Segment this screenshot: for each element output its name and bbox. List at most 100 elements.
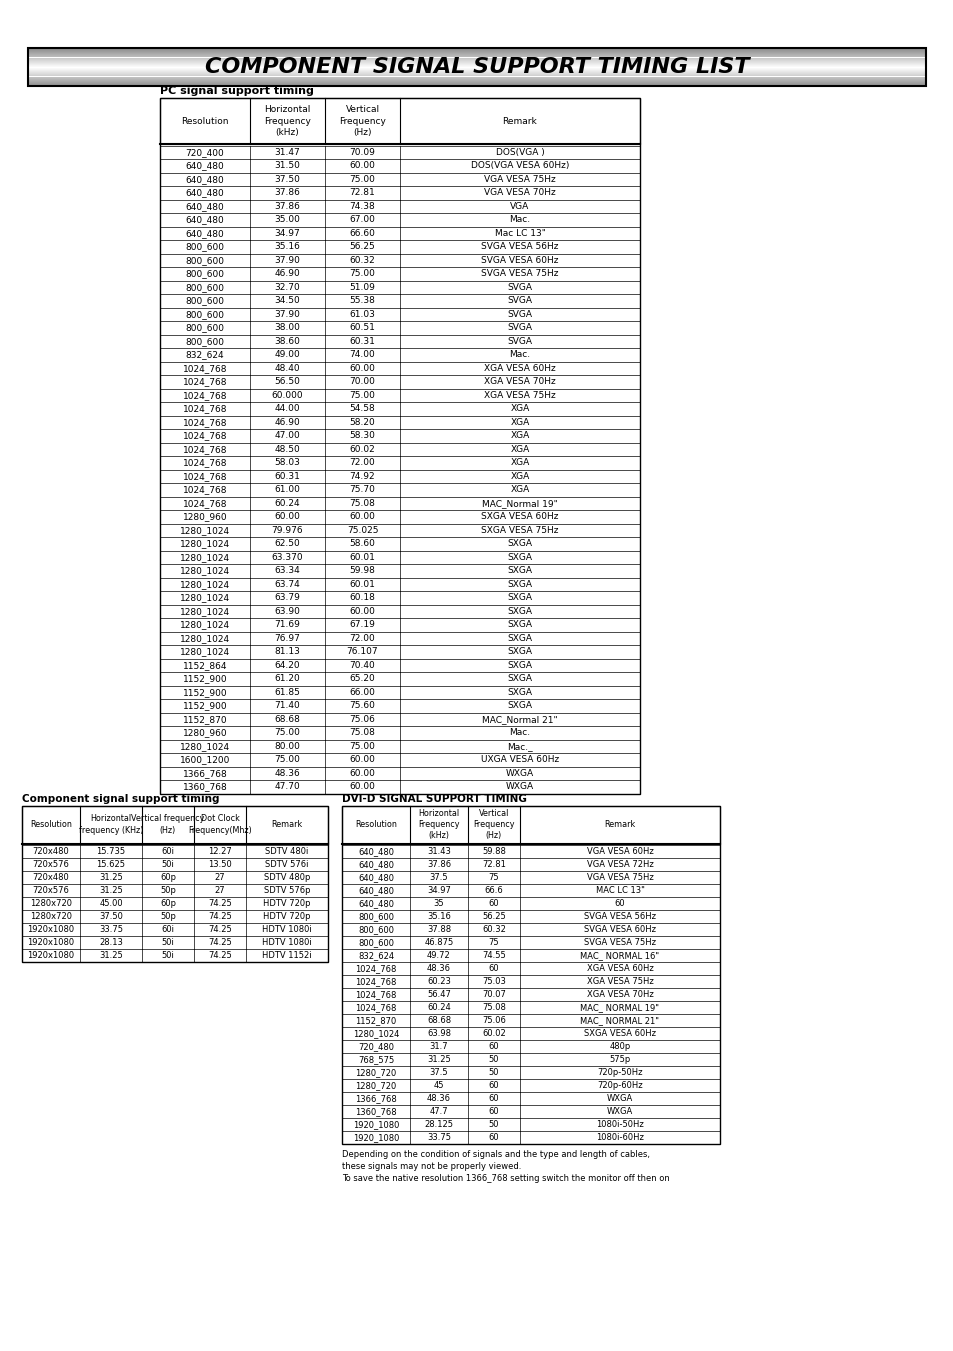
Text: SXGA: SXGA bbox=[507, 580, 532, 589]
Text: 59.88: 59.88 bbox=[481, 847, 505, 857]
Text: 1280_1024: 1280_1024 bbox=[180, 566, 230, 576]
Text: HDTV 720p: HDTV 720p bbox=[263, 898, 311, 908]
Text: 37.88: 37.88 bbox=[427, 925, 451, 934]
Text: 1280_1024: 1280_1024 bbox=[180, 580, 230, 589]
Text: SDTV 576p: SDTV 576p bbox=[263, 886, 310, 894]
Text: 800_600: 800_600 bbox=[185, 323, 224, 332]
Text: 31.25: 31.25 bbox=[99, 951, 123, 961]
Text: 75.00: 75.00 bbox=[274, 728, 300, 738]
Text: 75.08: 75.08 bbox=[481, 1002, 505, 1012]
Text: 31.50: 31.50 bbox=[274, 161, 300, 170]
Text: 800_600: 800_600 bbox=[185, 296, 224, 305]
Text: 37.5: 37.5 bbox=[429, 1069, 448, 1077]
Text: 38.60: 38.60 bbox=[274, 336, 300, 346]
Text: MAC_ NORMAL 19": MAC_ NORMAL 19" bbox=[579, 1002, 659, 1012]
Text: 76.97: 76.97 bbox=[274, 634, 300, 643]
Text: 1152_900: 1152_900 bbox=[182, 701, 227, 711]
Text: 45.00: 45.00 bbox=[99, 898, 123, 908]
Text: VGA: VGA bbox=[510, 201, 529, 211]
Text: SVGA: SVGA bbox=[507, 309, 532, 319]
Text: 640_480: 640_480 bbox=[186, 215, 224, 224]
Text: 1280_1024: 1280_1024 bbox=[180, 526, 230, 535]
Text: 75: 75 bbox=[488, 873, 498, 882]
Text: Mac.: Mac. bbox=[509, 728, 530, 738]
Text: 60i: 60i bbox=[161, 847, 174, 857]
Text: 75.06: 75.06 bbox=[349, 715, 375, 724]
Text: 1280_720: 1280_720 bbox=[355, 1081, 396, 1090]
Text: 70.09: 70.09 bbox=[349, 147, 375, 157]
Text: SXGA VESA 75Hz: SXGA VESA 75Hz bbox=[480, 526, 558, 535]
Text: 60.000: 60.000 bbox=[272, 390, 303, 400]
Text: SVGA VESA 60Hz: SVGA VESA 60Hz bbox=[480, 255, 558, 265]
Text: 1920_1080: 1920_1080 bbox=[353, 1133, 398, 1142]
Text: SXGA: SXGA bbox=[507, 620, 532, 630]
Text: 1280_1024: 1280_1024 bbox=[180, 647, 230, 657]
Text: 1600_1200: 1600_1200 bbox=[179, 755, 230, 765]
Text: 1024_768: 1024_768 bbox=[183, 471, 227, 481]
Text: WXGA: WXGA bbox=[606, 1106, 633, 1116]
Text: 61.85: 61.85 bbox=[274, 688, 300, 697]
Text: 67.19: 67.19 bbox=[349, 620, 375, 630]
Text: 60.02: 60.02 bbox=[481, 1029, 505, 1038]
Text: 71.40: 71.40 bbox=[274, 701, 300, 711]
Bar bbox=[160, 99, 639, 145]
Text: UXGA VESA 60Hz: UXGA VESA 60Hz bbox=[480, 755, 558, 765]
Text: XGA: XGA bbox=[510, 458, 529, 467]
Text: XGA: XGA bbox=[510, 444, 529, 454]
Text: 37.50: 37.50 bbox=[274, 174, 300, 184]
Text: 60.02: 60.02 bbox=[349, 444, 375, 454]
Text: 640_480: 640_480 bbox=[357, 847, 394, 857]
Text: 56.25: 56.25 bbox=[349, 242, 375, 251]
Text: 480p: 480p bbox=[609, 1042, 630, 1051]
Text: 75.03: 75.03 bbox=[481, 977, 505, 986]
Text: 75.00: 75.00 bbox=[349, 174, 375, 184]
Text: XGA VESA 70Hz: XGA VESA 70Hz bbox=[586, 990, 653, 998]
Text: 51.09: 51.09 bbox=[349, 282, 375, 292]
Text: 1024_768: 1024_768 bbox=[355, 965, 396, 973]
Text: 80.00: 80.00 bbox=[274, 742, 300, 751]
Text: 75.06: 75.06 bbox=[481, 1016, 505, 1025]
Text: 60.00: 60.00 bbox=[349, 755, 375, 765]
Text: 60.31: 60.31 bbox=[274, 471, 300, 481]
Text: 60: 60 bbox=[488, 1094, 498, 1102]
Text: 720_400: 720_400 bbox=[186, 147, 224, 157]
Text: VGA VESA 72Hz: VGA VESA 72Hz bbox=[586, 861, 653, 869]
Text: 75.08: 75.08 bbox=[349, 499, 375, 508]
Text: 60.00: 60.00 bbox=[349, 512, 375, 521]
Text: 1280_1024: 1280_1024 bbox=[353, 1029, 398, 1038]
Text: 1080i-60Hz: 1080i-60Hz bbox=[596, 1133, 643, 1142]
Text: 72.00: 72.00 bbox=[349, 634, 375, 643]
Text: 61.03: 61.03 bbox=[349, 309, 375, 319]
Text: 74.00: 74.00 bbox=[349, 350, 375, 359]
Text: 50i: 50i bbox=[161, 938, 174, 947]
Text: 61.20: 61.20 bbox=[274, 674, 300, 684]
Text: 33.75: 33.75 bbox=[99, 925, 123, 934]
Text: 720x576: 720x576 bbox=[32, 861, 70, 869]
Text: SVGA: SVGA bbox=[507, 336, 532, 346]
Text: 1280_720: 1280_720 bbox=[355, 1069, 396, 1077]
Text: Resolution: Resolution bbox=[30, 820, 71, 830]
Text: 60.23: 60.23 bbox=[427, 977, 451, 986]
Text: 640_480: 640_480 bbox=[186, 174, 224, 184]
Text: Depending on the condition of signals and the type and length of cables,
these s: Depending on the condition of signals an… bbox=[341, 1150, 669, 1182]
Bar bbox=[22, 805, 328, 843]
Text: Resolution: Resolution bbox=[181, 116, 229, 126]
Text: SDTV 480p: SDTV 480p bbox=[264, 873, 310, 882]
Text: 63.90: 63.90 bbox=[274, 607, 300, 616]
Bar bbox=[160, 99, 639, 793]
Text: 37.50: 37.50 bbox=[99, 912, 123, 921]
Text: 35.00: 35.00 bbox=[274, 215, 300, 224]
Text: 60.00: 60.00 bbox=[274, 512, 300, 521]
Text: 1024_768: 1024_768 bbox=[355, 1002, 396, 1012]
Text: 46.875: 46.875 bbox=[424, 938, 453, 947]
Text: 60: 60 bbox=[488, 965, 498, 973]
Text: 74.25: 74.25 bbox=[208, 925, 232, 934]
Text: 60.24: 60.24 bbox=[427, 1002, 451, 1012]
Text: 37.86: 37.86 bbox=[274, 201, 300, 211]
Text: 34.97: 34.97 bbox=[274, 228, 300, 238]
Text: 56.25: 56.25 bbox=[481, 912, 505, 921]
Text: 56.47: 56.47 bbox=[427, 990, 451, 998]
Text: 34.97: 34.97 bbox=[427, 886, 451, 894]
Text: WXGA: WXGA bbox=[606, 1094, 633, 1102]
Text: 720p-60Hz: 720p-60Hz bbox=[597, 1081, 642, 1090]
